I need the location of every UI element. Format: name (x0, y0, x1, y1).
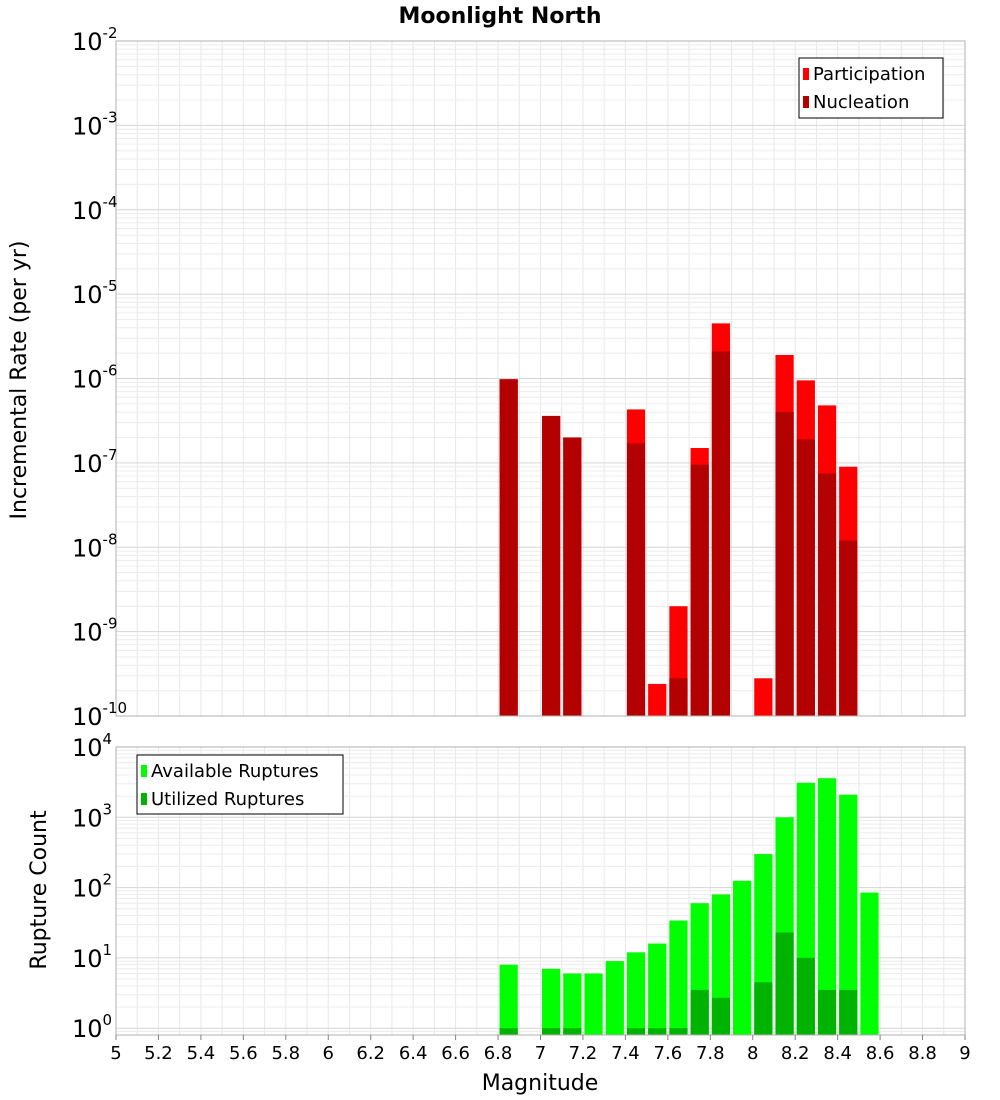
bottom-bar-utilized-ruptures (542, 1028, 561, 1035)
x-tick-label: 5 (110, 1043, 121, 1064)
top-legend: Participation Nucleation (798, 57, 944, 119)
x-tick-label: 8 (747, 1043, 758, 1064)
bottom-bar-available-ruptures (584, 973, 603, 1035)
bottom-legend-swatch (141, 793, 147, 805)
bottom-bar-available-ruptures (605, 961, 624, 1035)
x-tick-label: 5.8 (271, 1043, 300, 1064)
x-tick-label: 7 (535, 1043, 546, 1064)
bottom-bar-available-ruptures (648, 943, 667, 1035)
bottom-y-tick-label: 102 (72, 871, 112, 903)
bottom-bars (499, 778, 879, 1035)
top-legend-box (798, 57, 944, 119)
top-y-tick-label: 10-5 (72, 277, 118, 309)
top-y-tick-label: 10-3 (72, 108, 118, 140)
bottom-legend-swatch (141, 765, 147, 777)
bottom-bar-utilized-ruptures (796, 957, 815, 1035)
x-tick-label: 6.2 (356, 1043, 385, 1064)
x-tick-label: 5.4 (187, 1043, 216, 1064)
x-tick-label: 6.4 (399, 1043, 428, 1064)
top-legend-label: Nucleation (813, 92, 909, 113)
bottom-y-tick-labels: 100 101 102 103 104 (72, 730, 112, 1043)
bottom-bar-available-ruptures (733, 880, 752, 1035)
top-y-tick-label: 10-10 (72, 699, 127, 731)
bottom-bar-available-ruptures (860, 892, 879, 1035)
top-bar-nucleation (669, 678, 688, 716)
top-legend-swatch (803, 96, 809, 108)
top-gridlines (115, 41, 966, 717)
top-bar-nucleation (690, 464, 709, 716)
top-y-tick-label: 10-7 (72, 446, 118, 478)
bottom-bar-utilized-ruptures (839, 989, 858, 1035)
x-tick-label: 8.2 (781, 1043, 810, 1064)
top-bar-nucleation (626, 443, 646, 716)
bottom-bar-utilized-ruptures (711, 997, 731, 1035)
bottom-y-tick-label: 101 (72, 941, 112, 973)
x-tick-label: 7.8 (696, 1043, 725, 1064)
x-tick-label: 8.8 (908, 1043, 937, 1064)
bottom-bar-utilized-ruptures (626, 1028, 646, 1035)
bottom-legend-label: Available Ruptures (151, 761, 319, 782)
bottom-legend: Available Ruptures Utilized Ruptures (136, 754, 344, 815)
top-bar-nucleation (499, 379, 518, 716)
top-bar-nucleation (839, 540, 858, 716)
bottom-bar-utilized-ruptures (817, 989, 837, 1035)
x-tick-label: 8.6 (866, 1043, 895, 1064)
bottom-bar-utilized-ruptures (563, 1028, 582, 1035)
bottom-legend-label: Utilized Ruptures (151, 789, 304, 810)
bottom-bar-available-ruptures (817, 778, 837, 1035)
x-tick-label: 7.4 (611, 1043, 640, 1064)
top-bar-nucleation (817, 473, 837, 716)
top-bar-nucleation (775, 412, 794, 716)
bottom-bar-utilized-ruptures (690, 989, 709, 1035)
top-bar-nucleation (796, 439, 815, 716)
x-tick-label: 5.2 (144, 1043, 173, 1064)
bottom-y-tick-label: 103 (72, 800, 112, 832)
x-tick-label: 7.2 (569, 1043, 598, 1064)
bottom-bar-available-ruptures (499, 964, 518, 1035)
x-tick-label: 8.4 (823, 1043, 852, 1064)
x-tick-label: 6.6 (441, 1043, 470, 1064)
bottom-bar-available-ruptures (626, 952, 646, 1035)
bottom-bar-available-ruptures (669, 920, 688, 1035)
top-y-tick-label: 10-2 (72, 24, 118, 56)
chart-title: Moonlight North (398, 4, 601, 29)
top-bar-nucleation (542, 415, 561, 716)
x-tick-label: 6 (323, 1043, 334, 1064)
bottom-y-axis-label: Rupture Count (27, 810, 52, 970)
bottom-bar-available-ruptures (563, 973, 582, 1035)
top-y-tick-label: 10-8 (72, 530, 118, 562)
top-bar-participation (754, 678, 773, 716)
bottom-bar-available-ruptures (839, 794, 858, 1035)
top-bar-nucleation (711, 351, 731, 716)
bottom-legend-box (136, 754, 344, 815)
x-axis-label: Magnitude (482, 1071, 599, 1096)
top-y-tick-label: 10-4 (72, 193, 118, 225)
top-bar-nucleation (563, 437, 582, 716)
bottom-y-tick-label: 104 (72, 730, 112, 762)
top-y-tick-label: 10-6 (72, 362, 118, 394)
bottom-panel: 100 101 102 103 104 Available Ruptures Utilize… (72, 730, 966, 1043)
x-tick-label: 7.6 (654, 1043, 683, 1064)
top-panel: 10-10 10-9 10-8 10-7 10-6 10-5 10-4 10-3 10-2 Par… (72, 24, 966, 731)
x-tick-label: 9 (959, 1043, 970, 1064)
top-bars (499, 323, 858, 716)
top-legend-swatch (803, 68, 809, 80)
bottom-bar-utilized-ruptures (754, 982, 773, 1035)
top-y-tick-labels: 10-10 10-9 10-8 10-7 10-6 10-5 10-4 10-3 10-2 (72, 24, 127, 731)
bottom-bar-available-ruptures (542, 968, 561, 1035)
top-y-tick-label: 10-9 (72, 615, 118, 647)
top-plot-frame (115, 40, 966, 717)
x-tick-label: 5.6 (229, 1043, 258, 1064)
bottom-bar-utilized-ruptures (648, 1028, 667, 1035)
bottom-bar-utilized-ruptures (499, 1028, 518, 1035)
x-tick-labels: 5 5.2 5.4 5.6 5.8 6 6.2 6.4 6.6 6.8 7 7.2 7.4 7.6 7.8 8… (110, 1035, 971, 1064)
bottom-bar-utilized-ruptures (775, 932, 794, 1035)
bottom-bar-utilized-ruptures (669, 1028, 688, 1035)
bottom-y-tick-label: 100 (72, 1011, 112, 1043)
top-bar-participation (648, 683, 667, 716)
top-legend-label: Participation (813, 64, 925, 85)
x-tick-label: 6.8 (484, 1043, 513, 1064)
top-y-axis-label: Incremental Rate (per yr) (7, 241, 32, 520)
